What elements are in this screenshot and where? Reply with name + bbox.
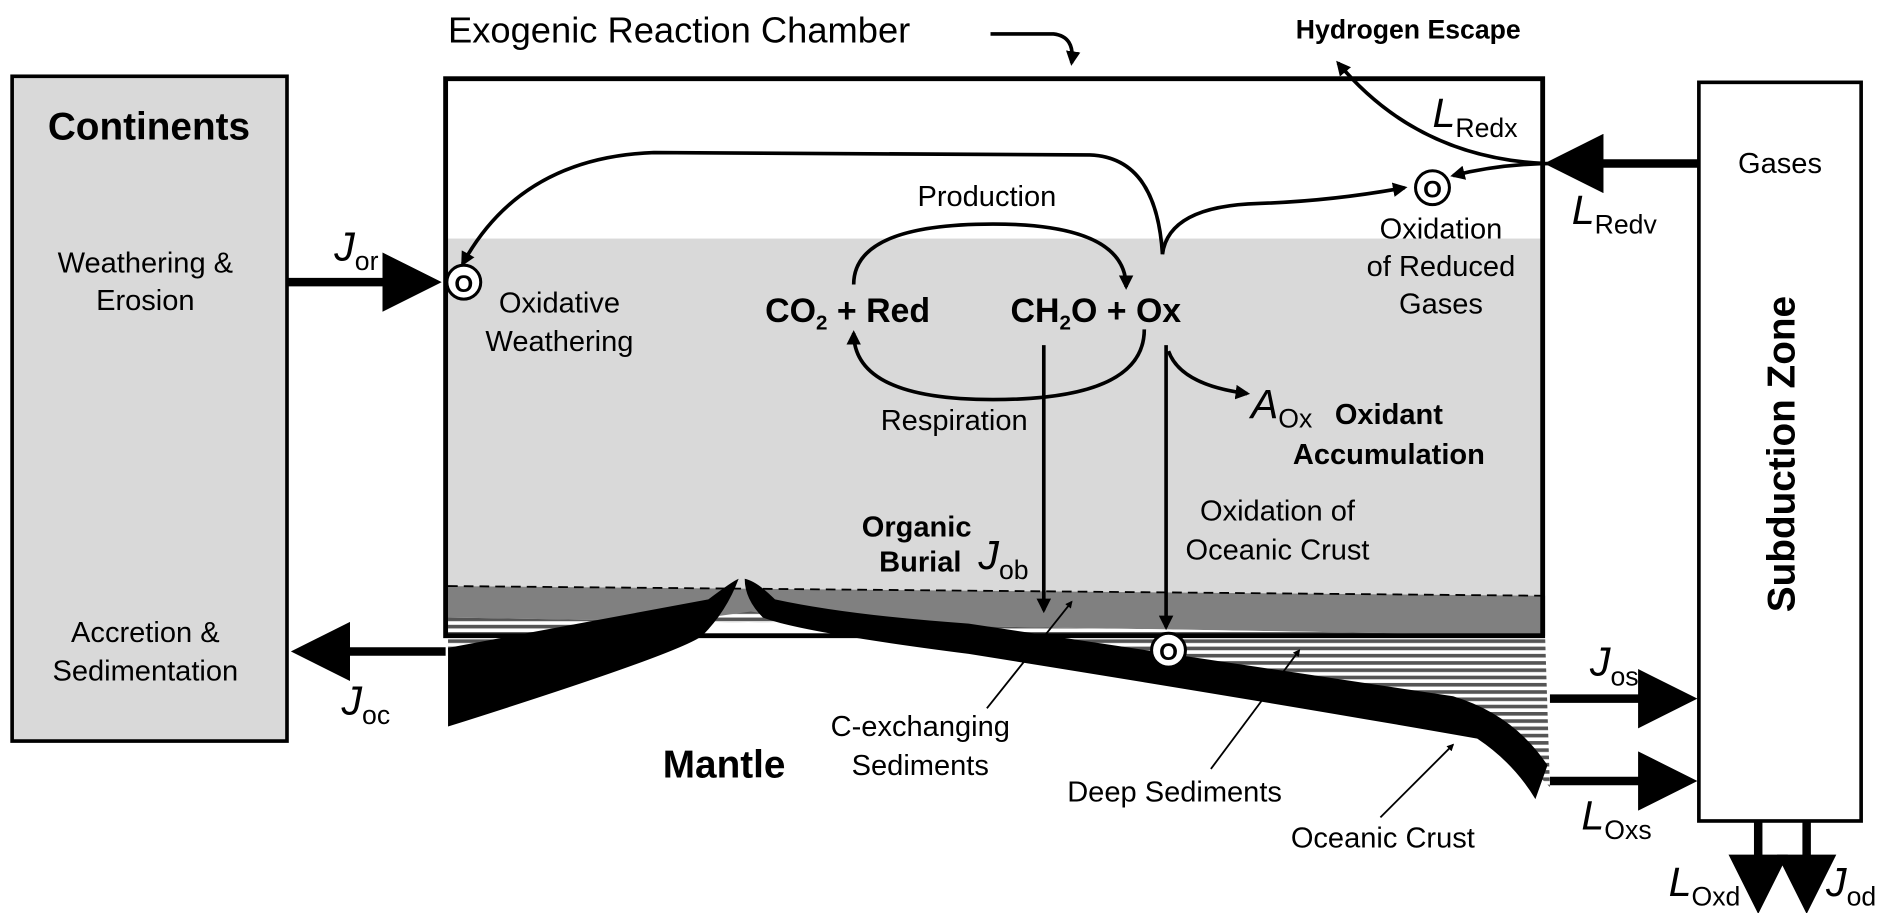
- oxidation-marker: [445, 263, 483, 301]
- accretion-label: Accretion &: [71, 617, 220, 649]
- arrow: [851, 222, 1134, 290]
- oxidation-marker-label: O: [1159, 639, 1178, 666]
- oxidation-gases-label: of Reduced: [1367, 251, 1516, 283]
- oxidant-accumulation-label: Oxidant: [1335, 399, 1443, 431]
- chamber-title: Exogenic Reaction Chamber: [448, 9, 910, 50]
- c-exchanging-label: Sediments: [852, 750, 989, 782]
- chamber-box: [443, 76, 1546, 639]
- deep-sediments-label: Deep Sediments: [1067, 777, 1282, 809]
- oxidation-marker-label: O: [1423, 176, 1442, 203]
- flux-symbol: Joc: [340, 677, 390, 730]
- oxidation-gases-label: Oxidation: [1380, 214, 1503, 246]
- arrow: [1166, 350, 1251, 400]
- weathering-label: Weathering &: [58, 247, 233, 279]
- oceanic-crust-label: Oceanic Crust: [1291, 823, 1475, 855]
- oxidative-weathering-label: Weathering: [485, 326, 633, 358]
- crust-left: [448, 578, 739, 727]
- leader-line: [1210, 649, 1301, 770]
- flux-symbol: LOxd: [1669, 859, 1741, 912]
- leader-line: [1379, 743, 1455, 818]
- arrow: [846, 329, 1147, 402]
- accretion-label: Sedimentation: [52, 656, 238, 688]
- oxidation-crust-label: Oxidation of: [1200, 496, 1356, 528]
- oxidation-crust-label: Oceanic Crust: [1185, 534, 1369, 566]
- flux-symbol: LRedx: [1432, 90, 1518, 143]
- layer-boundary: [448, 585, 1546, 597]
- weathering-label: Erosion: [96, 285, 195, 317]
- flux-symbol: Job: [977, 532, 1028, 585]
- flux-symbol: LOxs: [1581, 792, 1651, 845]
- arrow: [990, 32, 1081, 66]
- deep-sediment-layer: [448, 611, 1550, 788]
- leader-line: [986, 600, 1073, 709]
- continents-box: [10, 74, 289, 743]
- ocean-region: [445, 238, 1543, 596]
- arrow: [1160, 182, 1408, 255]
- c-exchanging-label: C-exchanging: [831, 711, 1010, 743]
- subduction-title: Subduction Zone: [1761, 296, 1804, 612]
- organic-burial-label: Burial: [879, 547, 961, 579]
- oxidative-weathering-label: Oxidative: [499, 287, 620, 319]
- oxidation-marker: [1414, 169, 1451, 207]
- subduction-box: [1697, 80, 1863, 823]
- continents-title: Continents: [48, 105, 250, 148]
- flux-symbol: Jod: [1825, 859, 1876, 912]
- reaction-right: CH2O + Ox: [1011, 292, 1182, 334]
- production-label: Production: [917, 181, 1056, 213]
- oxidant-accumulation-label: Accumulation: [1293, 439, 1485, 471]
- hydrogen-escape-label: Hydrogen Escape: [1296, 15, 1521, 45]
- respiration-label: Respiration: [881, 405, 1028, 437]
- gases-label: Gases: [1738, 148, 1822, 180]
- mantle-label: Mantle: [663, 743, 786, 786]
- arrow: [460, 150, 1165, 267]
- oxidation-marker-label: O: [454, 271, 473, 298]
- arrow: [1336, 60, 1544, 166]
- flux-symbol: LRedv: [1572, 187, 1658, 240]
- oxidation-gases-label: Gases: [1399, 289, 1483, 321]
- flux-symbol: Jor: [333, 223, 378, 276]
- arrow: [1450, 161, 1556, 180]
- reaction-left: CO2 + Red: [765, 292, 930, 334]
- flux-symbol: AOx: [1248, 381, 1313, 434]
- organic-burial-label: Organic: [862, 511, 972, 543]
- oxidation-marker: [1150, 631, 1187, 669]
- flux-symbol: Jos: [1589, 639, 1639, 692]
